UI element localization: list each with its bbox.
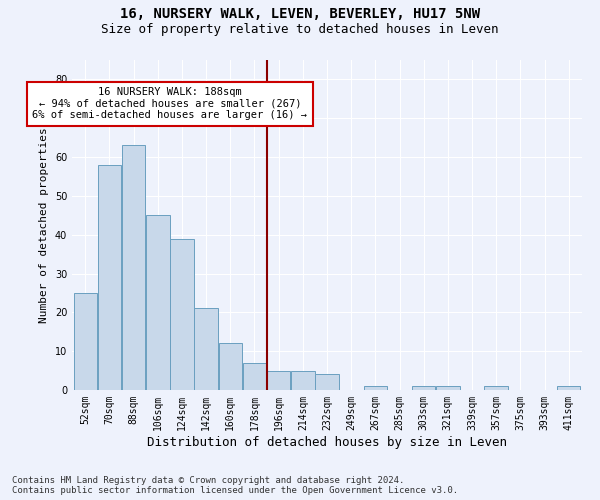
Text: Contains HM Land Registry data © Crown copyright and database right 2024.
Contai: Contains HM Land Registry data © Crown c…	[12, 476, 458, 495]
Bar	[557, 386, 580, 390]
Bar	[146, 216, 170, 390]
Bar	[364, 386, 387, 390]
Bar	[74, 293, 97, 390]
Bar	[122, 146, 145, 390]
Bar	[194, 308, 218, 390]
Bar	[243, 363, 266, 390]
Bar	[315, 374, 339, 390]
Text: Size of property relative to detached houses in Leven: Size of property relative to detached ho…	[101, 22, 499, 36]
Bar	[170, 238, 194, 390]
Bar	[291, 370, 314, 390]
Text: 16 NURSERY WALK: 188sqm
← 94% of detached houses are smaller (267)
6% of semi-de: 16 NURSERY WALK: 188sqm ← 94% of detache…	[32, 87, 307, 120]
Bar	[218, 344, 242, 390]
Bar	[484, 386, 508, 390]
Bar	[412, 386, 436, 390]
Text: 16, NURSERY WALK, LEVEN, BEVERLEY, HU17 5NW: 16, NURSERY WALK, LEVEN, BEVERLEY, HU17 …	[120, 8, 480, 22]
Y-axis label: Number of detached properties: Number of detached properties	[39, 127, 49, 323]
X-axis label: Distribution of detached houses by size in Leven: Distribution of detached houses by size …	[147, 436, 507, 448]
Bar	[98, 165, 121, 390]
Bar	[267, 370, 290, 390]
Bar	[436, 386, 460, 390]
